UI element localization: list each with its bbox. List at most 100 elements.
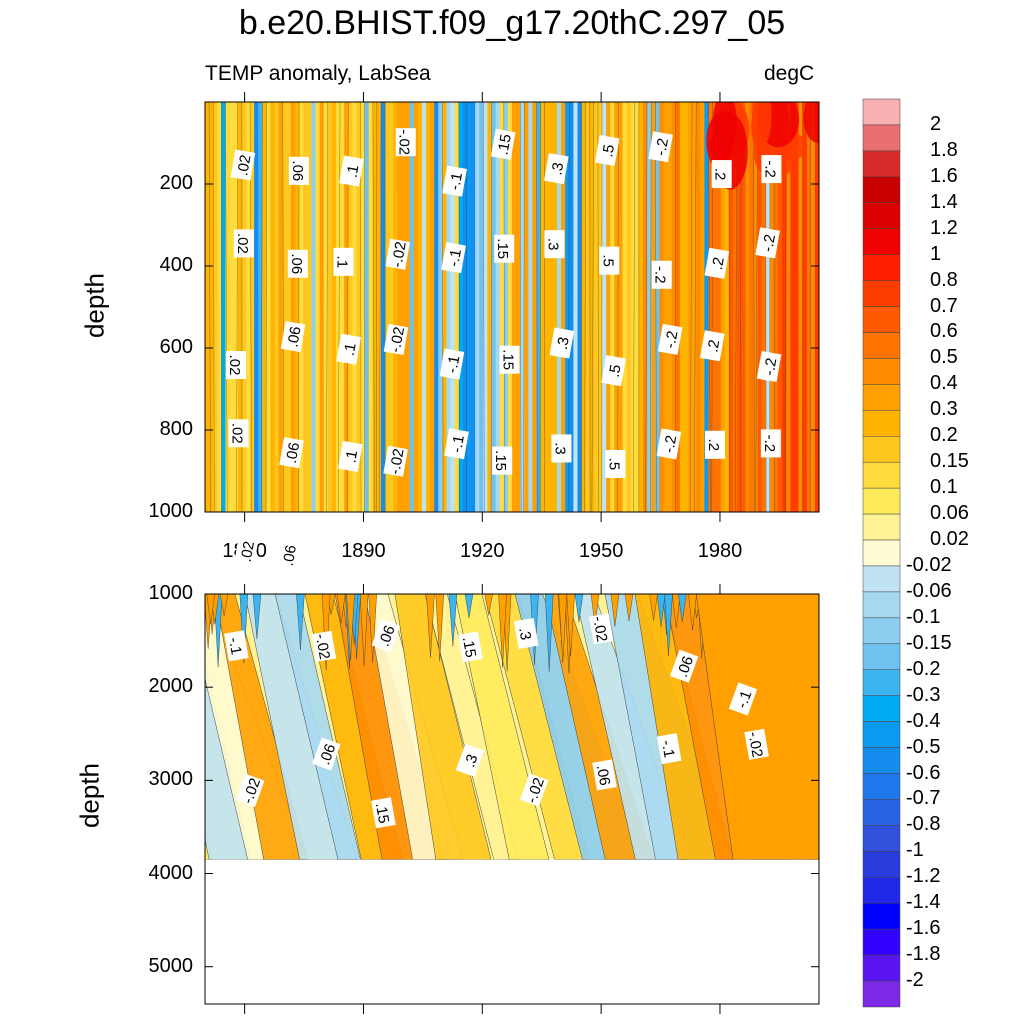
contour-label-text: .02 [226, 355, 243, 376]
colorbar-label: -0.8 [906, 813, 941, 836]
upper-stripe [258, 102, 263, 512]
upper-stripe [426, 102, 431, 512]
upper-stripe [602, 102, 607, 512]
upper-stripe [315, 102, 321, 512]
upper-stripe [344, 102, 349, 512]
contour-label-bg [669, 649, 699, 683]
upper-stripe [806, 102, 812, 512]
contour-label-text: .3 [551, 442, 568, 455]
upper-stripe [720, 102, 726, 512]
contour-label-bg [455, 743, 485, 777]
upper-stripe [442, 102, 448, 512]
contour-label-text: -.1 [658, 739, 678, 759]
colorbar-label: 1 [930, 242, 942, 265]
lower-ytick-label: 3000 [148, 768, 194, 791]
lower-contour-label: -.02 [744, 728, 769, 760]
upper-stripe [798, 102, 804, 512]
upper-contour [584, 102, 586, 512]
upper-contour-label: -.2 [760, 429, 781, 458]
lower-contour-label: -.1 [728, 682, 758, 716]
contour-label-text: .5 [599, 143, 618, 158]
upper-contour-label: .15 [492, 446, 513, 475]
lower-spike [558, 594, 567, 663]
upper-stripe [274, 102, 280, 512]
contour-label-bg [651, 260, 672, 289]
upper-stripe [659, 102, 665, 512]
lower-contour-label: .06 [312, 737, 341, 771]
upper-contour [539, 102, 541, 512]
upper-contour-label: .2 [704, 247, 730, 279]
upper-stripe [278, 102, 284, 512]
upper-contour-label: .06 [287, 249, 308, 278]
contour-label-bg [492, 446, 513, 475]
contour-label-bg [704, 247, 730, 279]
upper-stripe [765, 102, 771, 512]
colorbar-swatch [862, 799, 901, 826]
upper-stripe [708, 102, 714, 512]
upper-stripe [512, 102, 517, 512]
upper-panel: .02 .06 .1 -.02 -.1 .15 .3 .5 -.2 .2 -.2 .02 .06 .1 -.… [204, 101, 820, 571]
upper-stripe [663, 102, 669, 512]
upper-stripe [479, 102, 484, 512]
colorbar-label: 0.4 [930, 372, 958, 395]
contour-label-text: -.1 [444, 354, 464, 374]
upper-ytick-label: 400 [159, 254, 193, 276]
upper-stripe [286, 102, 292, 512]
lower-spike [544, 594, 554, 672]
colorbar-swatch [862, 617, 901, 645]
lower-spike [574, 594, 584, 623]
upper-contour [694, 102, 697, 512]
colorbar-swatch [862, 877, 901, 904]
upper-stripe [217, 102, 222, 512]
upper-stripe [655, 102, 660, 512]
upper-stripe [688, 102, 693, 512]
lower-spike [206, 594, 215, 625]
lower-contour-label: .06 [669, 649, 699, 683]
contour-label-bg [234, 535, 259, 567]
upper-contour [523, 102, 525, 512]
contour-label-text: .15 [494, 133, 514, 156]
upper-stripe [319, 102, 325, 512]
contour-label-bg [700, 330, 725, 362]
colorbar-label: 0.02 [930, 528, 969, 551]
upper-stripe [557, 102, 562, 512]
upper-stripe [733, 102, 738, 512]
upper-stripe [331, 102, 337, 512]
contour-label-text: .02 [238, 540, 258, 563]
lower-spike [656, 594, 666, 628]
upper-contour-label: .15 [490, 128, 516, 160]
upper-stripe [610, 102, 615, 512]
colorbar-swatch [862, 332, 901, 359]
upper-stripe [323, 102, 329, 512]
contour-label-text: .06 [289, 160, 306, 181]
upper-stripe [381, 102, 386, 512]
lower-contour-label: -.1 [656, 733, 682, 765]
upper-stripe [524, 102, 529, 512]
upper-stripe [372, 102, 378, 512]
upper-stripe [573, 102, 579, 512]
contour-label-bg [711, 160, 732, 189]
colorbar-swatch [862, 695, 901, 722]
upper-stripe [769, 102, 775, 512]
upper-contour-label: .1 [337, 440, 363, 472]
contour-label-bg [336, 333, 361, 365]
upper-stripe [712, 102, 718, 512]
upper-stripe [585, 102, 591, 512]
upper-stripe [327, 102, 333, 512]
colorbar-label: -0.1 [906, 605, 941, 628]
upper-stripe [647, 102, 652, 512]
upper-stripe [548, 102, 554, 512]
colorbar-label: 0.8 [930, 268, 958, 291]
upper-xtick-label: 1950 [578, 540, 624, 562]
upper-stripe [761, 102, 767, 512]
contour-label-text: .02 [234, 154, 254, 177]
lower-band [274, 594, 361, 860]
colorbar-label: -0.6 [906, 761, 941, 784]
upper-stripe [540, 102, 546, 512]
colorbar-label: -0.7 [906, 787, 941, 810]
colorbar-swatch [862, 513, 901, 541]
upper-stripe [495, 102, 501, 512]
upper-contour-label: .06 [280, 321, 306, 353]
upper-stripe [634, 102, 640, 512]
upper-stripe [692, 102, 697, 512]
